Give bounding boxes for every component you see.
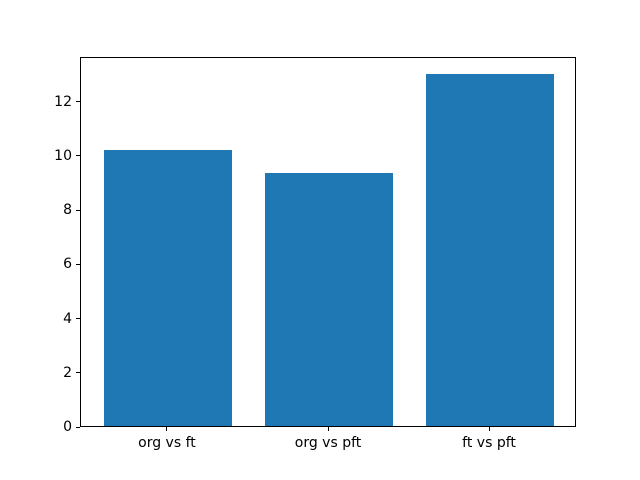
- x-tick-label: org vs ft: [138, 435, 196, 451]
- y-tick-label: 2: [63, 364, 72, 381]
- x-tick-label: org vs pft: [294, 435, 362, 451]
- y-tick-label: 10: [54, 147, 72, 164]
- plot-area: [80, 57, 576, 427]
- y-tick-mark: [76, 101, 80, 103]
- y-tick-mark: [76, 318, 80, 320]
- y-tick-mark: [76, 263, 80, 265]
- y-tick-label: 0: [63, 419, 72, 435]
- x-tick-mark: [166, 427, 168, 431]
- y-tick-label: 12: [54, 93, 72, 110]
- y-tick-mark: [76, 155, 80, 157]
- y-tick-label: 6: [63, 256, 72, 273]
- bar-org-vs-pft: [264, 172, 394, 426]
- y-tick-mark: [76, 426, 80, 428]
- bar-org-vs-ft: [103, 149, 233, 426]
- x-tick-label: ft vs pft: [462, 435, 516, 451]
- y-tick-mark: [76, 209, 80, 211]
- bar-ft-vs-pft: [425, 73, 555, 426]
- y-tick-mark: [76, 372, 80, 374]
- x-tick-mark: [488, 427, 490, 431]
- y-tick-label: 4: [63, 310, 72, 327]
- y-tick-label: 8: [63, 202, 72, 219]
- x-tick-mark: [327, 427, 329, 431]
